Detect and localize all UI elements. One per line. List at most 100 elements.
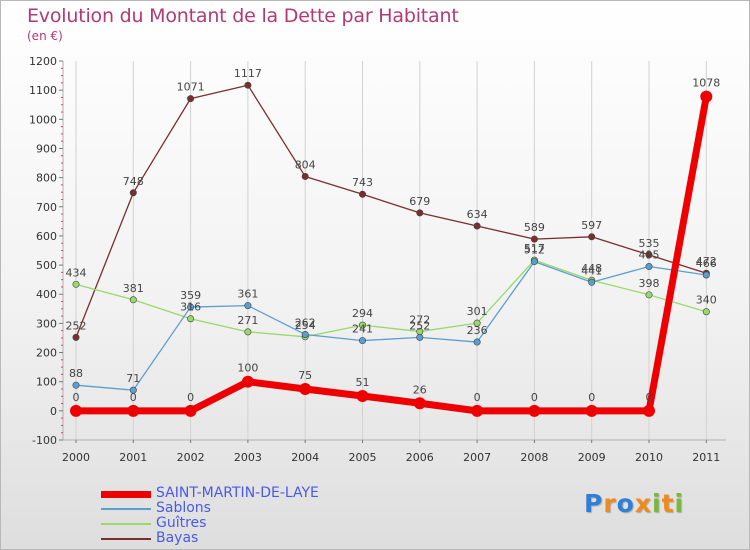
data-label: 535 [639,237,660,250]
data-point [127,404,140,417]
data-point [72,381,80,389]
y-tick-label: 900 [36,142,57,155]
data-label: 434 [66,266,87,279]
data-label: 254 [295,319,316,332]
data-label: 381 [123,282,144,295]
data-label: 100 [237,362,258,375]
data-label: 294 [352,307,373,320]
data-point [416,209,424,217]
data-point [473,338,481,346]
data-point [530,235,538,243]
legend-label: Guîtres [156,515,207,531]
x-tick-label: 2007 [463,451,491,464]
data-label: 0 [187,391,194,404]
data-point [585,404,598,417]
data-label: 252 [409,319,430,332]
legend-swatch [101,490,151,498]
data-point [645,251,653,259]
data-label: 241 [352,323,373,336]
series-line [75,84,707,339]
data-label: 634 [467,208,488,221]
x-tick-label: 2000 [62,451,90,464]
x-tick-label: 2005 [349,451,377,464]
data-point [471,404,484,417]
logo-letter: x [634,489,652,518]
logo-letter: i [674,489,685,518]
y-tick-label: 600 [36,230,57,243]
data-label: 272 [409,314,430,327]
proxiti-logo: Proxiti [584,489,684,518]
data-label: 512 [524,244,545,257]
y-tick-label: 500 [36,259,57,272]
data-point [702,308,710,316]
legend-label: SAINT-MARTIN-DE-LAYE [156,485,319,501]
data-label: 748 [123,175,144,188]
data-point [244,81,252,89]
x-tick-label: 2001 [119,451,147,464]
data-label: 495 [639,249,660,262]
x-tick-label: 2003 [234,451,262,464]
logo-letter: o [616,489,635,518]
data-label: 0 [588,391,595,404]
data-point [184,404,197,417]
data-point [413,397,426,410]
data-label: 0 [646,391,653,404]
x-tick-label: 2009 [578,451,606,464]
data-label: 262 [295,316,316,329]
data-label: 1071 [177,81,205,94]
data-point [72,280,80,288]
data-label: 597 [581,219,602,232]
data-label: 359 [180,289,201,302]
data-point [416,333,424,341]
data-label: 466 [696,257,717,270]
y-tick-label: -100 [32,434,57,447]
data-label: 301 [467,305,488,318]
data-label: 340 [696,294,717,307]
data-point [187,315,195,323]
data-label: 26 [413,383,427,396]
legend-swatch [101,508,151,510]
data-point [244,302,252,310]
data-point [244,328,252,336]
logo-letter: i [652,489,662,518]
data-point [358,337,366,345]
legend-swatch [101,523,151,525]
data-point [473,222,481,230]
chart-title: Evolution du Montant de la Dette par Hab… [27,5,459,27]
data-point [129,296,137,304]
data-label: 589 [524,221,545,234]
data-label: 1078 [692,77,720,90]
series-line [75,259,707,338]
data-point [241,375,254,388]
data-point [187,95,195,103]
data-label: 804 [295,158,316,171]
data-point [358,321,366,329]
chart-unit-label: (en €) [27,29,63,43]
data-label: 271 [237,314,258,327]
data-label: 0 [531,391,538,404]
legend-swatch [101,538,151,540]
y-tick-label: 300 [36,317,57,330]
y-tick-label: 1000 [29,113,57,126]
data-label: 448 [581,262,602,275]
data-label: 236 [467,324,488,337]
y-tick-label: 700 [36,201,57,214]
x-tick-label: 2006 [406,451,434,464]
data-label: 252 [66,319,87,332]
data-label: 0 [73,391,80,404]
data-label: 472 [696,255,717,268]
data-point [643,404,655,417]
legend-label: Sablons [156,500,211,516]
data-point [528,404,541,417]
data-label: 0 [130,391,137,404]
data-point [129,386,137,394]
y-tick-label: 1100 [29,84,57,97]
data-point [72,333,80,341]
data-point [530,258,538,266]
x-tick-label: 2011 [692,451,720,464]
data-label: 361 [237,288,258,301]
data-point [301,330,309,338]
data-point [588,278,596,286]
data-point [645,291,653,299]
